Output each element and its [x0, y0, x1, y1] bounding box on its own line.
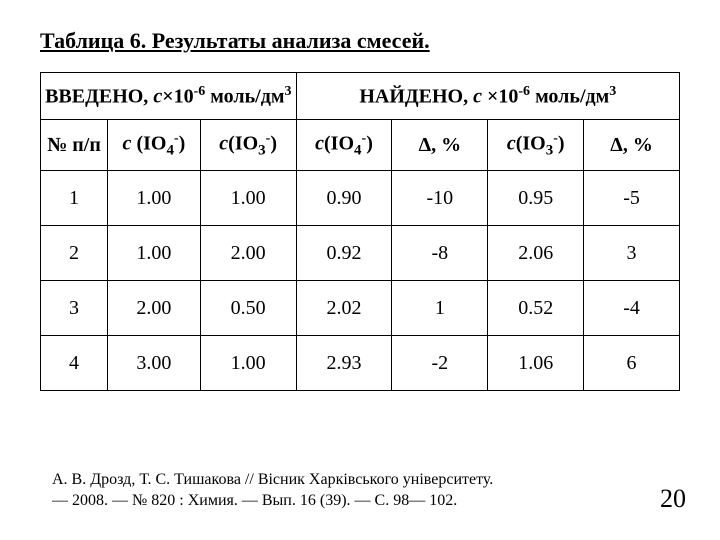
citation: А. В. Дрозд, Т. С. Тишакова // Вісник Ха…: [52, 469, 493, 512]
cell-d-io3: 3: [584, 226, 680, 281]
cell-in-io3: 0.50: [200, 281, 296, 336]
cell-d-io4: -2: [392, 336, 488, 391]
table-row: 3 2.00 0.50 2.02 1 0.52 -4: [41, 281, 680, 336]
cell-d-io3: -4: [584, 281, 680, 336]
col-header-in-io3: с(IO3-): [200, 120, 296, 171]
cell-out-io4: 2.93: [296, 336, 392, 391]
page-number: 20: [660, 484, 686, 514]
table-row: 1 1.00 1.00 0.90 -10 0.95 -5: [41, 171, 680, 226]
cell-out-io4: 0.92: [296, 226, 392, 281]
cell-d-io3: -5: [584, 171, 680, 226]
header-found: НАЙДЕНО, с ×10-6 моль/дм3: [296, 73, 679, 120]
table-row: 4 3.00 1.00 2.93 -2 1.06 6: [41, 336, 680, 391]
table-row: 2 1.00 2.00 0.92 -8 2.06 3: [41, 226, 680, 281]
col-header-out-io3: с(IO3-): [488, 120, 584, 171]
cell-in-io3: 2.00: [200, 226, 296, 281]
cell-in-io4: 2.00: [108, 281, 201, 336]
cell-d-io4: 1: [392, 281, 488, 336]
col-header-n: № п/п: [41, 120, 108, 171]
cell-out-io4: 2.02: [296, 281, 392, 336]
col-header-d-io4: Δ, %: [392, 120, 488, 171]
cell-out-io3: 1.06: [488, 336, 584, 391]
cell-out-io3: 0.52: [488, 281, 584, 336]
cell-in-io3: 1.00: [200, 336, 296, 391]
cell-n: 1: [41, 171, 108, 226]
cell-d-io4: -10: [392, 171, 488, 226]
cell-in-io4: 3.00: [108, 336, 201, 391]
header-introduced: ВВЕДЕНО, с×10-6 моль/дм3: [41, 73, 297, 120]
col-header-out-io4: с(IO4-): [296, 120, 392, 171]
cell-n: 4: [41, 336, 108, 391]
cell-d-io4: -8: [392, 226, 488, 281]
table-caption: Таблица 6. Результаты анализа смесей.: [40, 28, 680, 54]
cell-in-io4: 1.00: [108, 171, 201, 226]
cell-n: 3: [41, 281, 108, 336]
cell-in-io3: 1.00: [200, 171, 296, 226]
results-table: ВВЕДЕНО, с×10-6 моль/дм3 НАЙДЕНО, с ×10-…: [40, 72, 680, 391]
cell-d-io3: 6: [584, 336, 680, 391]
col-header-in-io4: с (IO4-): [108, 120, 201, 171]
cell-n: 2: [41, 226, 108, 281]
cell-out-io4: 0.90: [296, 171, 392, 226]
cell-out-io3: 0.95: [488, 171, 584, 226]
cell-out-io3: 2.06: [488, 226, 584, 281]
col-header-d-io3: Δ, %: [584, 120, 680, 171]
cell-in-io4: 1.00: [108, 226, 201, 281]
